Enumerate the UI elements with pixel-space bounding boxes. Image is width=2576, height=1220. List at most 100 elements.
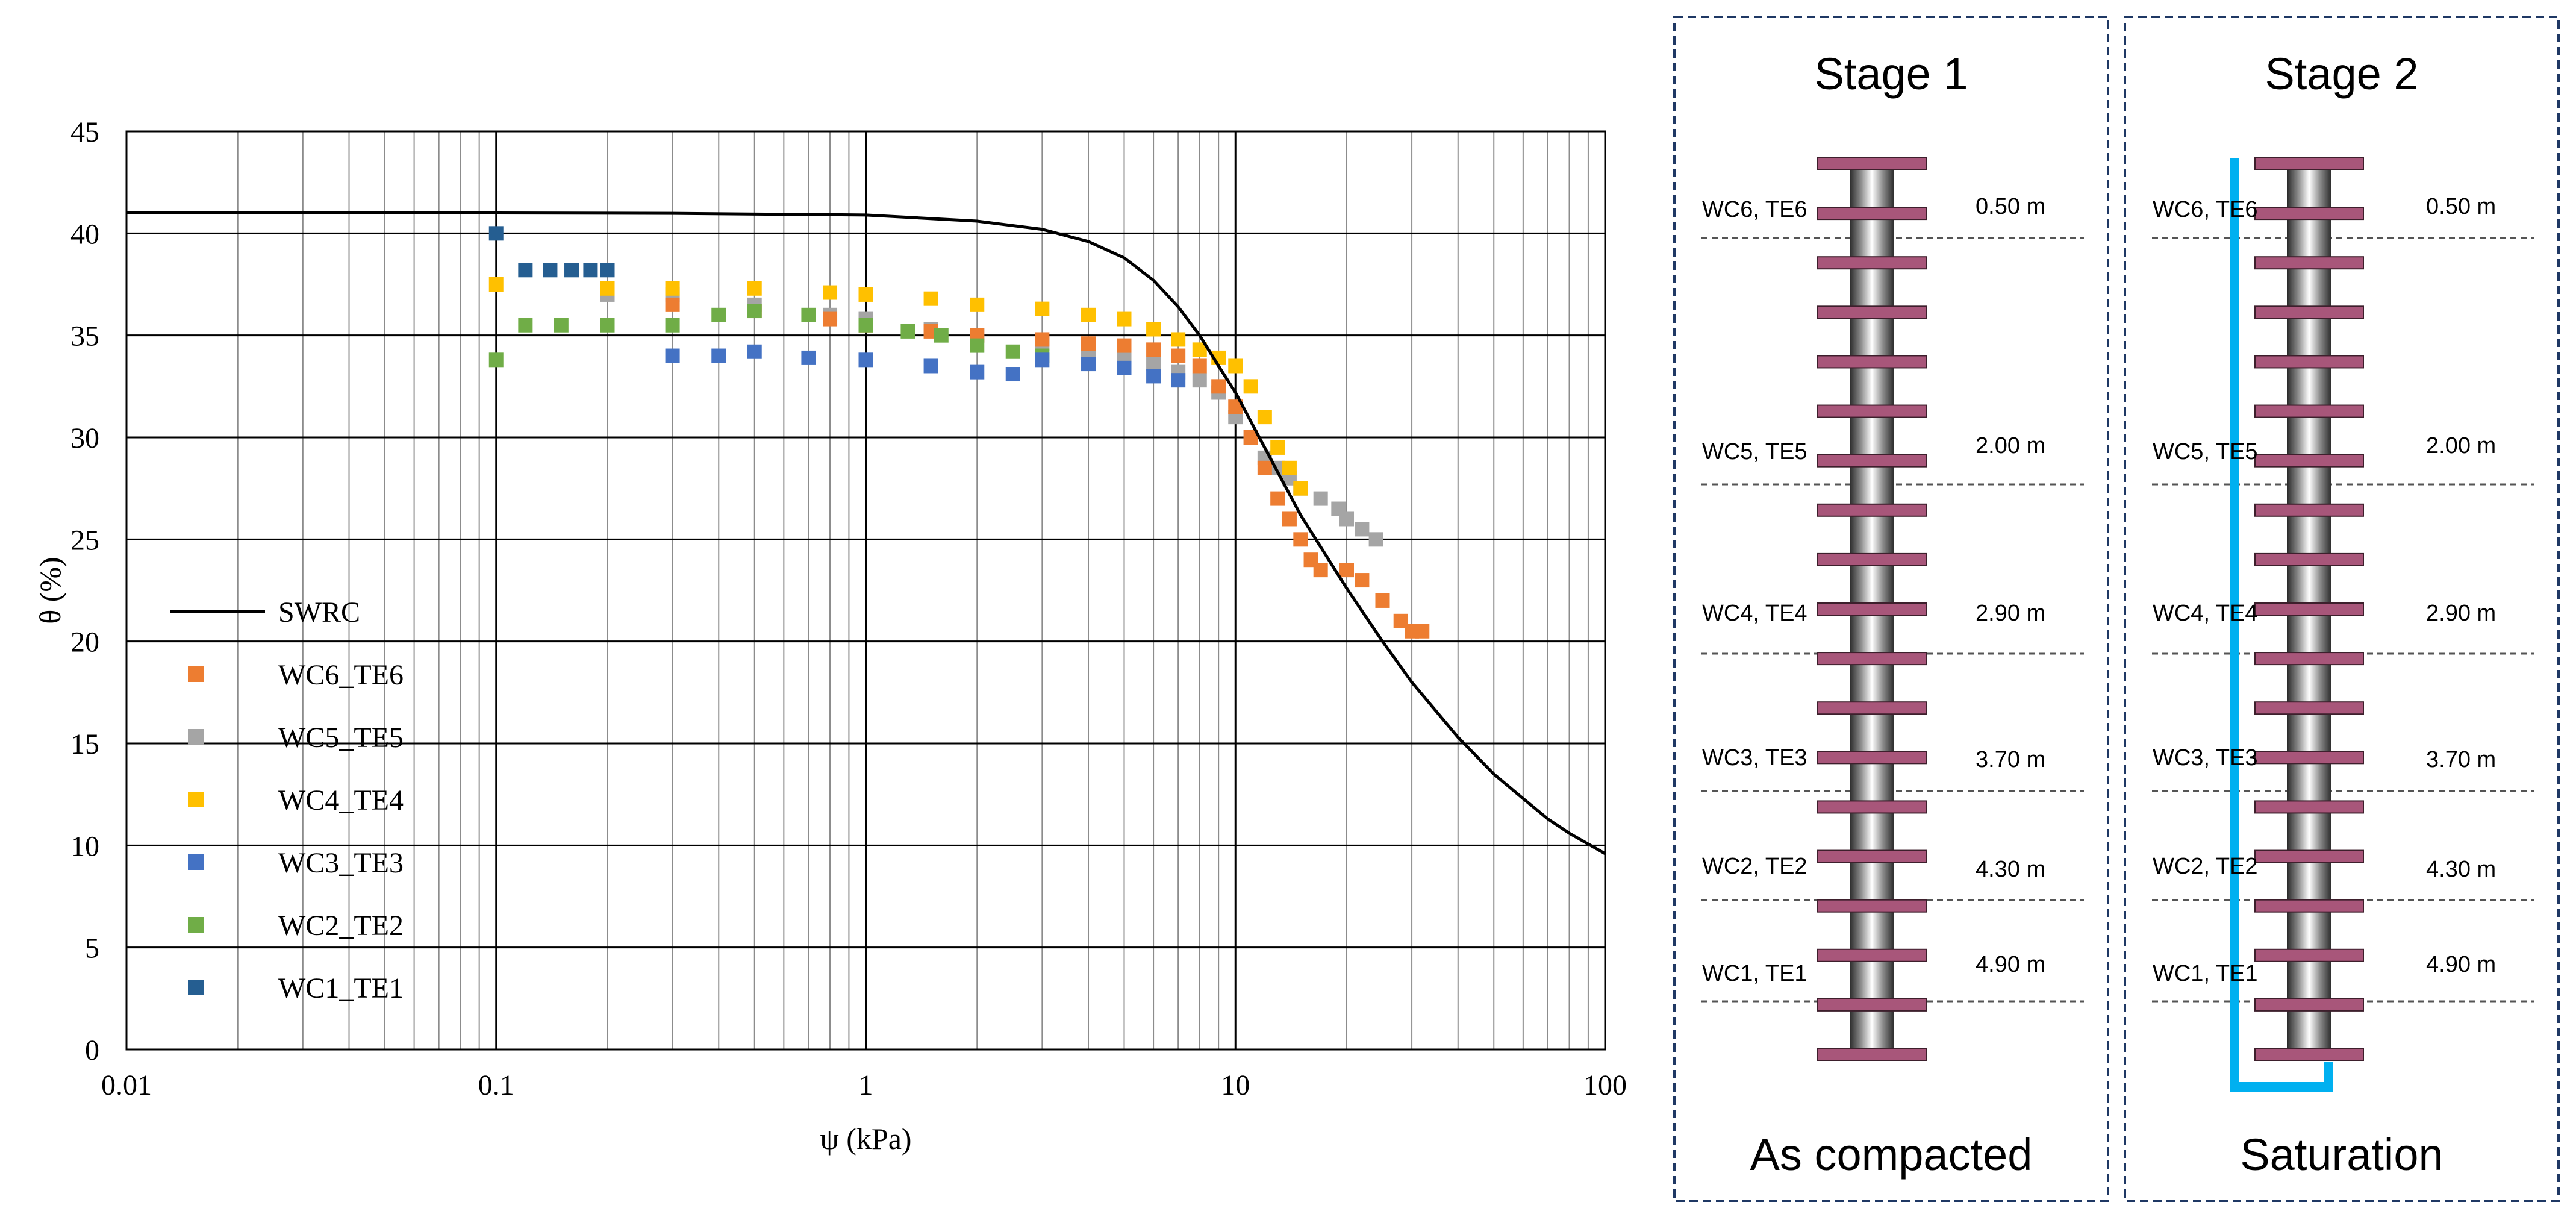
data-point — [1117, 360, 1132, 375]
column-flange — [2254, 404, 2364, 418]
column-flange — [1817, 404, 1927, 418]
data-point — [1257, 410, 1272, 425]
legend-label: WC1_TE1 — [278, 972, 404, 1004]
sensor-depth: 4.90 m — [1976, 952, 2045, 977]
column-flange — [1817, 503, 1927, 517]
column-flange — [2254, 602, 2364, 616]
data-point — [1171, 348, 1186, 363]
legend-label: SWRC — [278, 596, 360, 628]
data-point — [1415, 624, 1430, 639]
data-point — [1117, 338, 1132, 353]
panel-caption: Saturation — [2240, 1130, 2443, 1180]
sensor-depth: 2.00 m — [2426, 433, 2496, 458]
panel-border — [1673, 16, 2109, 1202]
data-point — [1243, 379, 1258, 394]
legend-item: SWRC — [170, 596, 360, 628]
data-point — [858, 318, 873, 333]
x-tick-label: 100 — [1583, 1069, 1627, 1101]
sensor-depth: 2.90 m — [1976, 601, 2045, 626]
data-point — [801, 350, 816, 365]
legend-item: WC3_TE3 — [188, 847, 404, 879]
sensor-label: WC6, TE6 — [1702, 197, 1807, 222]
data-point — [518, 318, 533, 333]
legend-marker-swatch — [188, 729, 204, 745]
column-flange — [2254, 552, 2364, 566]
sensor-label: WC1, TE1 — [2153, 961, 2258, 986]
legend-marker-swatch — [188, 917, 204, 933]
data-point — [747, 344, 762, 359]
x-tick-label: 0.1 — [478, 1069, 514, 1101]
data-point — [1192, 373, 1207, 388]
sensor-depth: 2.90 m — [2426, 601, 2496, 626]
data-point — [665, 297, 680, 312]
sensor-depth: 4.30 m — [1976, 857, 2045, 882]
column-flange — [1817, 652, 1927, 666]
legend-label: WC3_TE3 — [278, 847, 404, 879]
legend-marker-swatch — [188, 792, 204, 807]
sensor-label: WC2, TE2 — [2153, 854, 2258, 879]
y-tick-label: 25 — [70, 524, 99, 556]
column-flange — [2254, 157, 2364, 170]
data-point — [1257, 460, 1272, 475]
data-point — [900, 324, 915, 339]
legend-marker-swatch — [188, 854, 204, 870]
sensor-depth: 0.50 m — [2426, 194, 2496, 219]
column-flange — [1817, 751, 1927, 765]
x-tick-label: 10 — [1221, 1069, 1250, 1101]
column-flange — [2254, 998, 2364, 1012]
legend-label: WC4_TE4 — [278, 784, 404, 816]
x-axis-label: ψ (kPa) — [820, 1122, 911, 1156]
column-flange — [2254, 207, 2364, 221]
data-point — [1293, 481, 1308, 496]
column-flange — [1817, 602, 1927, 616]
data-point — [1228, 358, 1243, 374]
y-tick-label: 0 — [85, 1034, 99, 1066]
column-flange — [1817, 899, 1927, 913]
data-point — [543, 263, 558, 278]
data-point — [747, 281, 762, 296]
column-flange — [1817, 948, 1927, 962]
data-point — [923, 358, 938, 374]
column-flange — [1817, 998, 1927, 1012]
legend-item: WC4_TE4 — [188, 784, 404, 816]
data-point — [1146, 322, 1161, 337]
data-point — [1005, 367, 1020, 382]
column-flange — [1817, 800, 1927, 814]
data-point — [1355, 522, 1370, 537]
data-point — [1171, 373, 1186, 388]
data-point — [923, 291, 938, 306]
y-tick-label: 20 — [70, 627, 99, 658]
column-flange — [1817, 701, 1927, 715]
panel-caption: As compacted — [1750, 1130, 2033, 1180]
data-point — [1192, 358, 1207, 374]
sensor-label: WC3, TE3 — [1702, 745, 1807, 771]
data-point — [1146, 357, 1161, 372]
data-point — [1368, 532, 1383, 547]
y-tick-label: 40 — [70, 218, 99, 250]
column-flange — [1817, 355, 1927, 369]
data-point — [1270, 491, 1285, 506]
column-flange — [2254, 800, 2364, 814]
legend-marker-swatch — [188, 666, 204, 682]
sensor-label: WC1, TE1 — [1702, 961, 1807, 986]
sensor-label: WC4, TE4 — [1702, 601, 1807, 626]
data-point — [488, 277, 504, 292]
x-tick-label: 0.01 — [101, 1069, 152, 1101]
data-point — [1035, 332, 1050, 347]
data-point — [554, 318, 569, 333]
column-flange — [2254, 256, 2364, 270]
stage-panel-2: Stage 2 Saturation WC6, TE6 0.50 m WC5, TE5 2… — [2124, 16, 2560, 1202]
data-point — [711, 307, 726, 322]
column-flange — [1817, 157, 1927, 170]
column-flange — [2254, 454, 2364, 468]
data-point — [1375, 593, 1390, 608]
column-flange — [1817, 256, 1927, 270]
data-point — [665, 318, 680, 333]
column-flange — [2254, 503, 2364, 517]
plot-frame — [125, 130, 1606, 1051]
sensor-label: WC4, TE4 — [2153, 601, 2258, 626]
sensor-label: WC6, TE6 — [2153, 197, 2258, 222]
data-point — [970, 364, 985, 380]
data-point — [1270, 440, 1285, 455]
